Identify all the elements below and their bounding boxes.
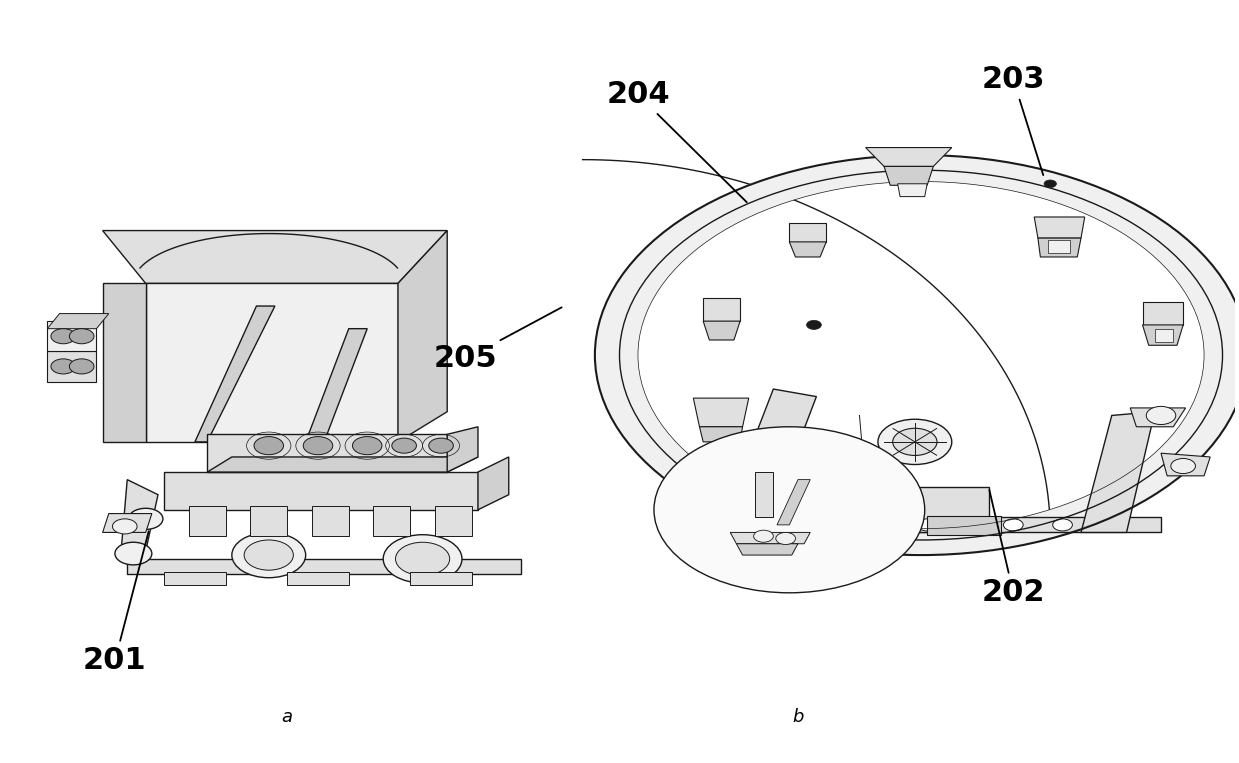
Text: 201: 201 <box>83 531 149 675</box>
Polygon shape <box>207 434 447 472</box>
Circle shape <box>807 320 821 330</box>
Polygon shape <box>287 571 348 585</box>
Circle shape <box>1053 519 1073 531</box>
Polygon shape <box>47 351 97 382</box>
Text: 205: 205 <box>434 307 561 373</box>
Circle shape <box>129 508 162 530</box>
Circle shape <box>115 542 152 565</box>
Circle shape <box>1146 407 1176 424</box>
Polygon shape <box>373 506 410 536</box>
Polygon shape <box>103 283 146 442</box>
Text: a: a <box>281 708 292 726</box>
Polygon shape <box>736 544 798 555</box>
Polygon shape <box>730 533 810 544</box>
Circle shape <box>1171 459 1196 474</box>
Circle shape <box>244 540 294 570</box>
Polygon shape <box>1080 412 1155 533</box>
Circle shape <box>69 359 94 374</box>
Polygon shape <box>103 230 447 283</box>
Polygon shape <box>164 472 478 510</box>
Polygon shape <box>103 513 152 533</box>
Circle shape <box>392 438 416 453</box>
Polygon shape <box>121 480 159 552</box>
Polygon shape <box>410 571 472 585</box>
Circle shape <box>753 530 773 542</box>
Polygon shape <box>866 147 952 166</box>
Circle shape <box>113 519 138 534</box>
Polygon shape <box>1155 329 1173 342</box>
Circle shape <box>807 519 826 531</box>
Polygon shape <box>398 230 447 442</box>
Circle shape <box>69 329 94 344</box>
Polygon shape <box>47 321 97 351</box>
Polygon shape <box>195 306 275 442</box>
Circle shape <box>383 535 462 583</box>
Text: 202: 202 <box>981 490 1044 607</box>
Wedge shape <box>595 155 1239 555</box>
Polygon shape <box>789 242 826 257</box>
Circle shape <box>254 436 284 455</box>
Circle shape <box>395 542 450 575</box>
Polygon shape <box>704 298 740 321</box>
Polygon shape <box>717 389 817 533</box>
Circle shape <box>654 427 924 593</box>
Polygon shape <box>700 427 742 442</box>
Circle shape <box>878 419 952 465</box>
Polygon shape <box>1048 240 1070 253</box>
Polygon shape <box>146 283 398 442</box>
Polygon shape <box>250 506 287 536</box>
Polygon shape <box>704 321 740 340</box>
Polygon shape <box>1038 238 1080 257</box>
Polygon shape <box>854 487 989 533</box>
Polygon shape <box>435 506 472 536</box>
Polygon shape <box>700 517 1161 533</box>
Polygon shape <box>306 329 367 442</box>
Circle shape <box>917 519 937 531</box>
Polygon shape <box>312 506 348 536</box>
Polygon shape <box>1142 302 1183 325</box>
Text: b: b <box>792 708 804 726</box>
Circle shape <box>1004 519 1023 531</box>
Circle shape <box>232 533 306 578</box>
Polygon shape <box>207 457 478 472</box>
Polygon shape <box>1142 325 1183 346</box>
Circle shape <box>893 428 937 456</box>
Text: 203: 203 <box>981 65 1044 175</box>
Polygon shape <box>164 571 225 585</box>
Polygon shape <box>789 223 826 242</box>
Polygon shape <box>897 184 927 197</box>
Polygon shape <box>777 480 810 525</box>
Circle shape <box>1044 180 1057 188</box>
Circle shape <box>856 519 876 531</box>
Circle shape <box>51 359 76 374</box>
Polygon shape <box>1161 453 1211 476</box>
Polygon shape <box>1130 408 1186 427</box>
Polygon shape <box>1035 217 1084 238</box>
Polygon shape <box>755 472 773 517</box>
Polygon shape <box>47 314 109 329</box>
Polygon shape <box>188 506 225 536</box>
Polygon shape <box>447 427 478 472</box>
Circle shape <box>757 519 777 531</box>
Polygon shape <box>694 398 748 427</box>
Circle shape <box>51 329 76 344</box>
Circle shape <box>304 436 333 455</box>
Polygon shape <box>478 457 509 510</box>
Polygon shape <box>927 516 1001 536</box>
Circle shape <box>352 436 382 455</box>
Circle shape <box>776 533 795 545</box>
Polygon shape <box>128 559 522 574</box>
Text: 204: 204 <box>606 80 747 202</box>
Circle shape <box>429 438 453 453</box>
Polygon shape <box>885 166 933 185</box>
